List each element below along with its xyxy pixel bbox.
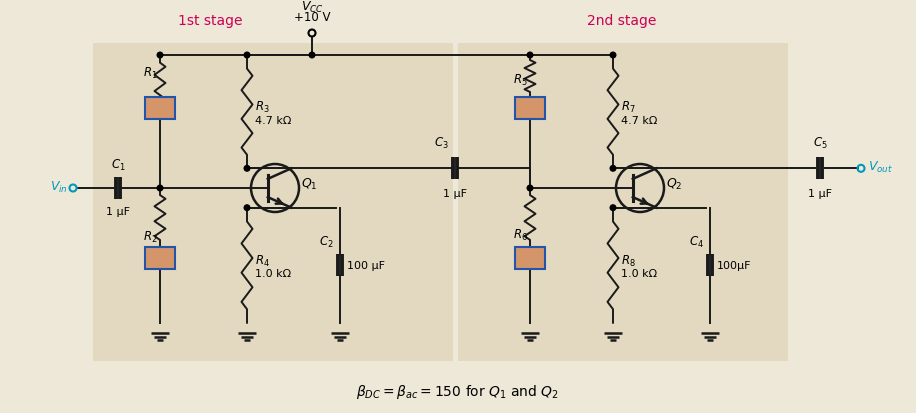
- Circle shape: [528, 53, 533, 59]
- Text: $C_2$: $C_2$: [319, 235, 333, 250]
- Text: $V_{in}$: $V_{in}$: [50, 179, 68, 194]
- Text: 2nd stage: 2nd stage: [587, 14, 657, 28]
- Text: $R_1$: $R_1$: [143, 66, 158, 81]
- Circle shape: [158, 186, 163, 191]
- Text: $Q_1$: $Q_1$: [301, 176, 318, 191]
- Circle shape: [158, 53, 163, 59]
- Circle shape: [245, 166, 250, 172]
- Text: 1 μF: 1 μF: [808, 189, 832, 199]
- Bar: [145, 98, 175, 120]
- Text: 1.0 kΩ: 1.0 kΩ: [621, 269, 657, 279]
- Bar: [515, 98, 545, 120]
- Text: $V_{CC}$: $V_{CC}$: [300, 0, 323, 15]
- Text: $R_8$: $R_8$: [621, 253, 636, 268]
- Text: $C_4$: $C_4$: [689, 235, 703, 250]
- Text: $R_7$: $R_7$: [621, 100, 636, 115]
- Text: $R_2$: $R_2$: [144, 229, 158, 244]
- Text: +10 V: +10 V: [294, 11, 331, 24]
- Text: $R_4$: $R_4$: [255, 253, 270, 268]
- Circle shape: [610, 166, 616, 172]
- Circle shape: [610, 53, 616, 59]
- Bar: [515, 247, 545, 269]
- Text: $Q_2$: $Q_2$: [666, 176, 682, 191]
- Text: $R_3$: $R_3$: [255, 100, 269, 115]
- Text: $C_5$: $C_5$: [812, 136, 827, 151]
- Text: $R_6$: $R_6$: [513, 227, 528, 242]
- Text: 1.0 kΩ: 1.0 kΩ: [255, 269, 291, 279]
- Text: $C_1$: $C_1$: [111, 157, 125, 173]
- Bar: [145, 247, 175, 269]
- Circle shape: [610, 205, 616, 211]
- Text: 100 μF: 100 μF: [347, 261, 385, 271]
- Text: 4.7 kΩ: 4.7 kΩ: [255, 115, 291, 126]
- Bar: [458, 44, 788, 361]
- Text: $\beta_{DC} = \beta_{ac} = 150$ for $Q_1$ and $Q_2$: $\beta_{DC} = \beta_{ac} = 150$ for $Q_1…: [356, 382, 560, 400]
- Text: 1st stage: 1st stage: [178, 14, 242, 28]
- Text: 1 μF: 1 μF: [443, 189, 467, 199]
- Text: 1 μF: 1 μF: [106, 206, 130, 216]
- Text: 100μF: 100μF: [717, 261, 751, 271]
- Text: $V_{out}$: $V_{out}$: [868, 159, 893, 174]
- Circle shape: [245, 53, 250, 59]
- Circle shape: [310, 53, 315, 59]
- Text: $C_3$: $C_3$: [433, 136, 448, 151]
- Circle shape: [245, 205, 250, 211]
- Bar: [93, 44, 453, 361]
- Circle shape: [528, 186, 533, 191]
- Text: 4.7 kΩ: 4.7 kΩ: [621, 115, 658, 126]
- Text: $R_5$: $R_5$: [513, 73, 528, 88]
